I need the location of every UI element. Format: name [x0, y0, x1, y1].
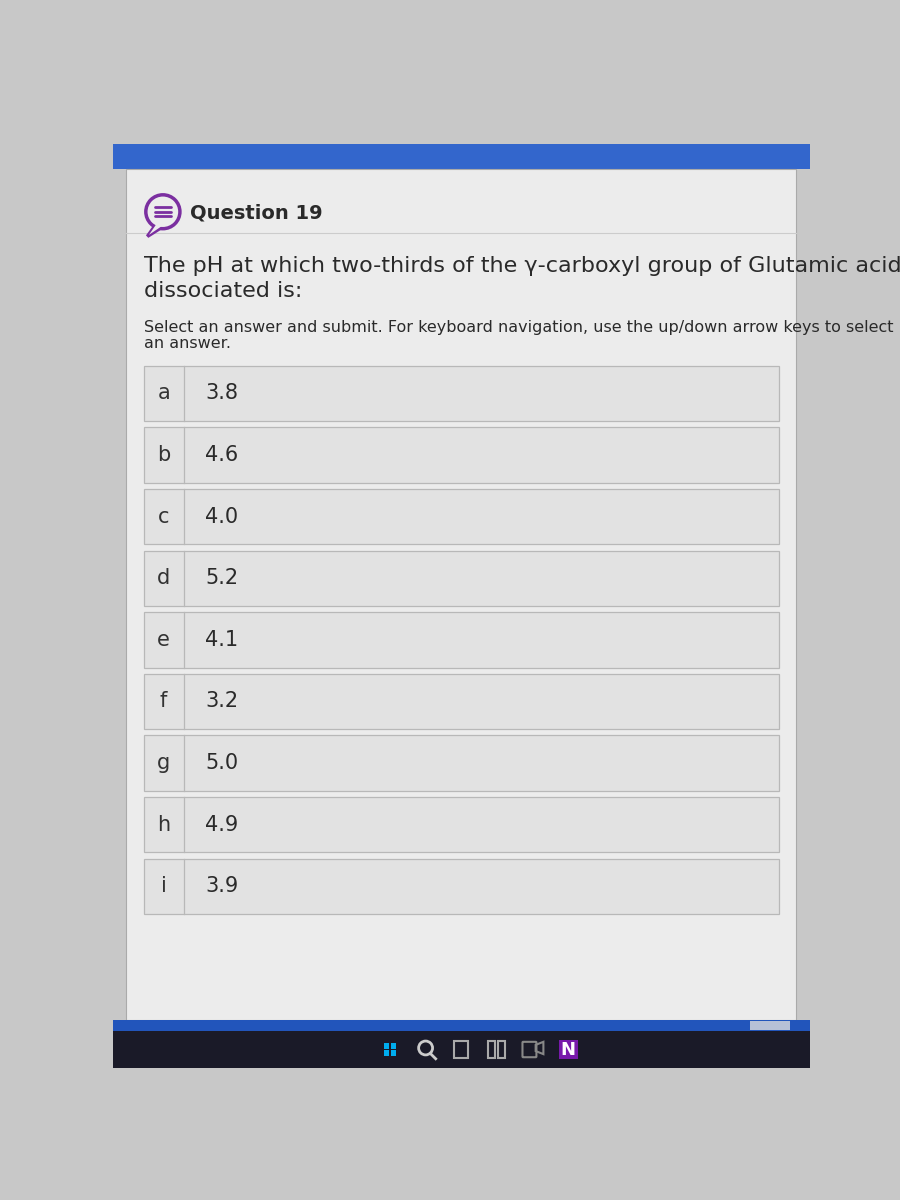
FancyBboxPatch shape [112, 144, 810, 169]
Text: 5.0: 5.0 [205, 754, 239, 773]
Circle shape [146, 194, 180, 229]
Text: f: f [160, 691, 167, 712]
Text: 3.9: 3.9 [205, 876, 239, 896]
Text: Select an answer and submit. For keyboard navigation, use the up/down arrow keys: Select an answer and submit. For keyboar… [143, 319, 893, 335]
FancyBboxPatch shape [391, 1043, 396, 1049]
Text: d: d [157, 569, 170, 588]
Text: 5.2: 5.2 [205, 569, 239, 588]
FancyBboxPatch shape [559, 1040, 578, 1058]
FancyBboxPatch shape [126, 169, 796, 1020]
FancyBboxPatch shape [391, 1050, 396, 1056]
Text: i: i [161, 876, 166, 896]
FancyBboxPatch shape [383, 1043, 389, 1049]
Text: 4.0: 4.0 [205, 506, 239, 527]
Text: dissociated is:: dissociated is: [143, 281, 302, 301]
FancyBboxPatch shape [143, 551, 779, 606]
FancyBboxPatch shape [143, 797, 779, 852]
Text: 4.6: 4.6 [205, 445, 239, 466]
Text: The pH at which two-thirds of the γ-carboxyl group of Glutamic acid is: The pH at which two-thirds of the γ-carb… [143, 256, 900, 276]
Polygon shape [148, 226, 165, 236]
FancyBboxPatch shape [143, 736, 779, 791]
FancyBboxPatch shape [143, 427, 779, 482]
FancyBboxPatch shape [112, 1031, 810, 1068]
Text: an answer.: an answer. [143, 336, 230, 352]
Text: c: c [158, 506, 169, 527]
FancyBboxPatch shape [143, 858, 779, 914]
Text: a: a [158, 384, 170, 403]
FancyBboxPatch shape [143, 488, 779, 545]
Text: Question 19: Question 19 [190, 203, 322, 222]
Text: 4.9: 4.9 [205, 815, 239, 835]
FancyBboxPatch shape [143, 612, 779, 667]
Text: 4.1: 4.1 [205, 630, 239, 650]
Text: g: g [157, 754, 170, 773]
FancyBboxPatch shape [112, 1020, 810, 1031]
Text: b: b [157, 445, 170, 466]
Text: h: h [158, 815, 170, 835]
FancyBboxPatch shape [143, 366, 779, 421]
Text: 3.8: 3.8 [205, 384, 239, 403]
Polygon shape [148, 224, 164, 235]
Text: e: e [158, 630, 170, 650]
Text: N: N [561, 1040, 576, 1058]
FancyBboxPatch shape [383, 1050, 389, 1056]
FancyBboxPatch shape [143, 673, 779, 730]
FancyBboxPatch shape [750, 1021, 790, 1030]
Text: 3.2: 3.2 [205, 691, 239, 712]
